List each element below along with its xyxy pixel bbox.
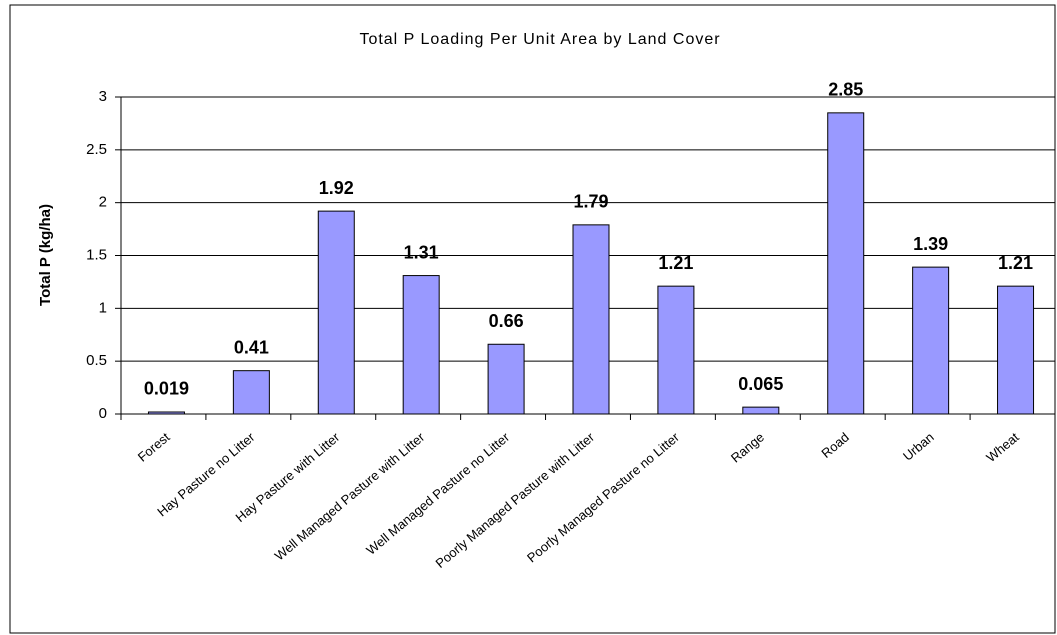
y-tick-label: 1 <box>99 299 107 316</box>
value-label: 1.21 <box>658 253 693 273</box>
x-tick-label: Well Managed Pasture with Litter <box>272 429 428 563</box>
x-tick-label: Wheat <box>983 429 1022 465</box>
value-label: 0.019 <box>144 379 189 399</box>
x-tick-label: Poorly Managed Pasture with Litter <box>433 429 598 571</box>
bar <box>402 275 440 415</box>
value-label: 1.21 <box>998 253 1033 273</box>
value-label: 1.79 <box>573 192 608 212</box>
bar <box>827 112 865 415</box>
value-label: 1.92 <box>319 178 354 198</box>
x-tick-label: Forest <box>135 429 173 464</box>
bar <box>572 224 610 415</box>
bar <box>912 266 950 415</box>
x-tick-label: Road <box>818 429 851 460</box>
bar <box>147 411 185 415</box>
value-label: 1.31 <box>404 242 439 262</box>
bar <box>232 370 270 415</box>
x-tick-label: Urban <box>900 429 937 463</box>
x-tick-label: Well Managed Pasture no Litter <box>363 429 512 558</box>
value-label: 2.85 <box>828 80 863 100</box>
value-label: 0.41 <box>234 337 269 357</box>
bar <box>487 343 525 415</box>
y-tick-label: 2 <box>99 194 107 211</box>
chart-title: Total P Loading Per Unit Area by Land Co… <box>359 31 720 48</box>
y-tick-label: 1.5 <box>86 246 107 263</box>
x-tick-label: Range <box>728 429 767 465</box>
value-label: 1.39 <box>913 234 948 254</box>
bar <box>657 285 695 415</box>
chart-frame <box>9 4 1056 634</box>
y-axis-label: Total P (kg/ha) <box>37 204 54 306</box>
value-label: 0.66 <box>489 311 524 331</box>
bar <box>317 210 355 415</box>
y-tick-label: 0.5 <box>86 352 107 369</box>
value-label: 0.065 <box>738 374 783 394</box>
y-tick-label: 0 <box>99 405 107 422</box>
bar <box>742 406 780 415</box>
y-tick-label: 2.5 <box>86 141 107 158</box>
bar <box>997 285 1035 415</box>
y-tick-label: 3 <box>99 88 107 105</box>
x-tick-label: Poorly Managed Pasture no Litter <box>524 429 683 565</box>
